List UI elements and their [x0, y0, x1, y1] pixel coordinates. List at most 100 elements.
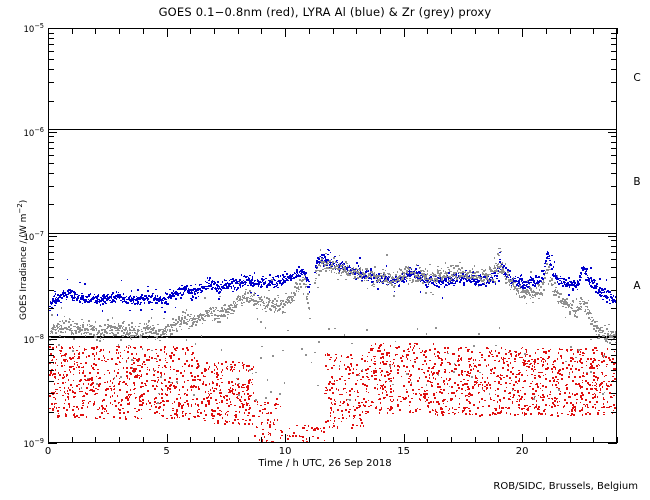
x-minor-tick-top — [95, 28, 97, 34]
y-minor-tick — [48, 204, 54, 206]
y-minor-tick — [48, 44, 54, 46]
x-minor-tick — [332, 437, 334, 443]
flare-class-label: B — [630, 177, 644, 188]
x-minor-tick — [379, 437, 381, 443]
x-minor-tick-top — [617, 28, 618, 34]
x-minor-tick — [71, 437, 73, 443]
x-minor-tick — [451, 437, 453, 443]
x-minor-tick-top — [142, 28, 144, 34]
y-minor-tick — [48, 38, 54, 40]
x-minor-tick-top — [119, 28, 121, 34]
x-minor-tick-top — [261, 28, 263, 34]
y-minor-tick — [48, 251, 54, 253]
y-minor-tick — [48, 82, 54, 84]
y-minor-tick — [48, 69, 54, 71]
x-minor-tick — [593, 437, 595, 443]
x-tick-label: 10 — [265, 447, 305, 457]
y-minor-tick — [48, 308, 54, 310]
y-tick-label: 10−9 — [8, 438, 44, 449]
y-minor-tick-right — [611, 251, 617, 253]
x-minor-tick-top — [593, 28, 595, 34]
threshold-line-1e-8 — [49, 336, 616, 338]
y-major-tick-right — [608, 339, 617, 341]
y-tick-label: 10−8 — [8, 334, 44, 345]
x-minor-tick — [142, 437, 144, 443]
y-minor-tick — [48, 162, 54, 164]
x-minor-tick — [237, 437, 239, 443]
chart-title: GOES 0.1−0.8nm (red), LYRA Al (blue) & Z… — [0, 5, 650, 19]
y-minor-tick — [48, 362, 54, 364]
flare-class-label: C — [630, 73, 644, 84]
x-minor-tick — [545, 437, 547, 443]
y-minor-tick-right — [611, 289, 617, 291]
x-axis-title: Time / h UTC, 26 Sep 2018 — [0, 458, 650, 469]
y-minor-tick-right — [611, 44, 617, 46]
x-minor-tick — [95, 437, 97, 443]
y-major-tick — [48, 339, 57, 341]
y-minor-tick-right — [611, 362, 617, 364]
x-minor-tick — [427, 437, 429, 443]
x-minor-tick-top — [474, 28, 476, 34]
y-major-tick-right — [608, 28, 617, 29]
x-major-tick — [48, 434, 49, 443]
y-major-tick-right — [608, 235, 617, 237]
x-minor-tick-top — [427, 28, 429, 34]
x-major-tick-top — [166, 28, 168, 37]
x-minor-tick — [569, 437, 571, 443]
y-minor-tick — [48, 289, 54, 291]
y-minor-tick — [48, 266, 54, 268]
y-minor-tick-right — [611, 240, 617, 242]
y-minor-tick-right — [611, 380, 617, 382]
y-major-tick — [48, 235, 57, 237]
y-minor-tick-right — [611, 100, 617, 102]
x-tick-label: 5 — [147, 447, 187, 457]
y-minor-tick-right — [611, 355, 617, 357]
threshold-line-1e-7 — [49, 232, 616, 234]
y-axis-title: GOES Irradiance / (W m−2) — [16, 200, 29, 320]
x-minor-tick — [498, 437, 500, 443]
x-minor-tick — [308, 437, 310, 443]
y-minor-tick — [48, 370, 54, 372]
y-minor-tick — [48, 343, 54, 345]
y-major-tick — [48, 28, 57, 29]
x-minor-tick-top — [237, 28, 239, 34]
x-minor-tick-top — [332, 28, 334, 34]
x-minor-tick-top — [451, 28, 453, 34]
y-tick-label: 10−7 — [8, 230, 44, 242]
y-minor-tick-right — [611, 276, 617, 278]
x-major-tick-top — [403, 28, 405, 37]
y-minor-tick — [48, 59, 54, 61]
x-major-tick-top — [285, 28, 287, 37]
y-minor-tick-right — [611, 393, 617, 395]
y-minor-tick-right — [611, 173, 617, 175]
x-major-tick-top — [522, 28, 524, 37]
flare-class-label: A — [630, 281, 644, 292]
x-minor-tick-top — [498, 28, 500, 34]
y-minor-tick-right — [611, 147, 617, 149]
y-minor-tick — [48, 100, 54, 102]
x-minor-tick-top — [308, 28, 310, 34]
x-minor-tick-top — [379, 28, 381, 34]
y-minor-tick — [48, 185, 54, 187]
y-tick-label: 10−5 — [8, 23, 44, 34]
y-minor-tick — [48, 173, 54, 175]
y-minor-tick — [48, 411, 54, 413]
x-minor-tick-top — [356, 28, 358, 34]
x-minor-tick-top — [569, 28, 571, 34]
y-minor-tick-right — [611, 349, 617, 351]
y-minor-tick-right — [611, 258, 617, 260]
x-minor-tick-top — [71, 28, 73, 34]
y-minor-tick-right — [611, 59, 617, 61]
x-major-tick-top — [48, 28, 49, 37]
credit-text: ROB/SIDC, Brussels, Belgium — [493, 481, 638, 492]
x-tick-label: 15 — [384, 447, 424, 457]
y-minor-tick-right — [611, 82, 617, 84]
x-minor-tick — [261, 437, 263, 443]
plot-frame — [48, 28, 617, 443]
y-minor-tick-right — [611, 51, 617, 53]
x-major-tick — [522, 434, 524, 443]
y-minor-tick — [48, 380, 54, 382]
y-minor-tick — [48, 240, 54, 242]
x-tick-label: 0 — [28, 447, 68, 457]
y-minor-tick-right — [611, 162, 617, 164]
